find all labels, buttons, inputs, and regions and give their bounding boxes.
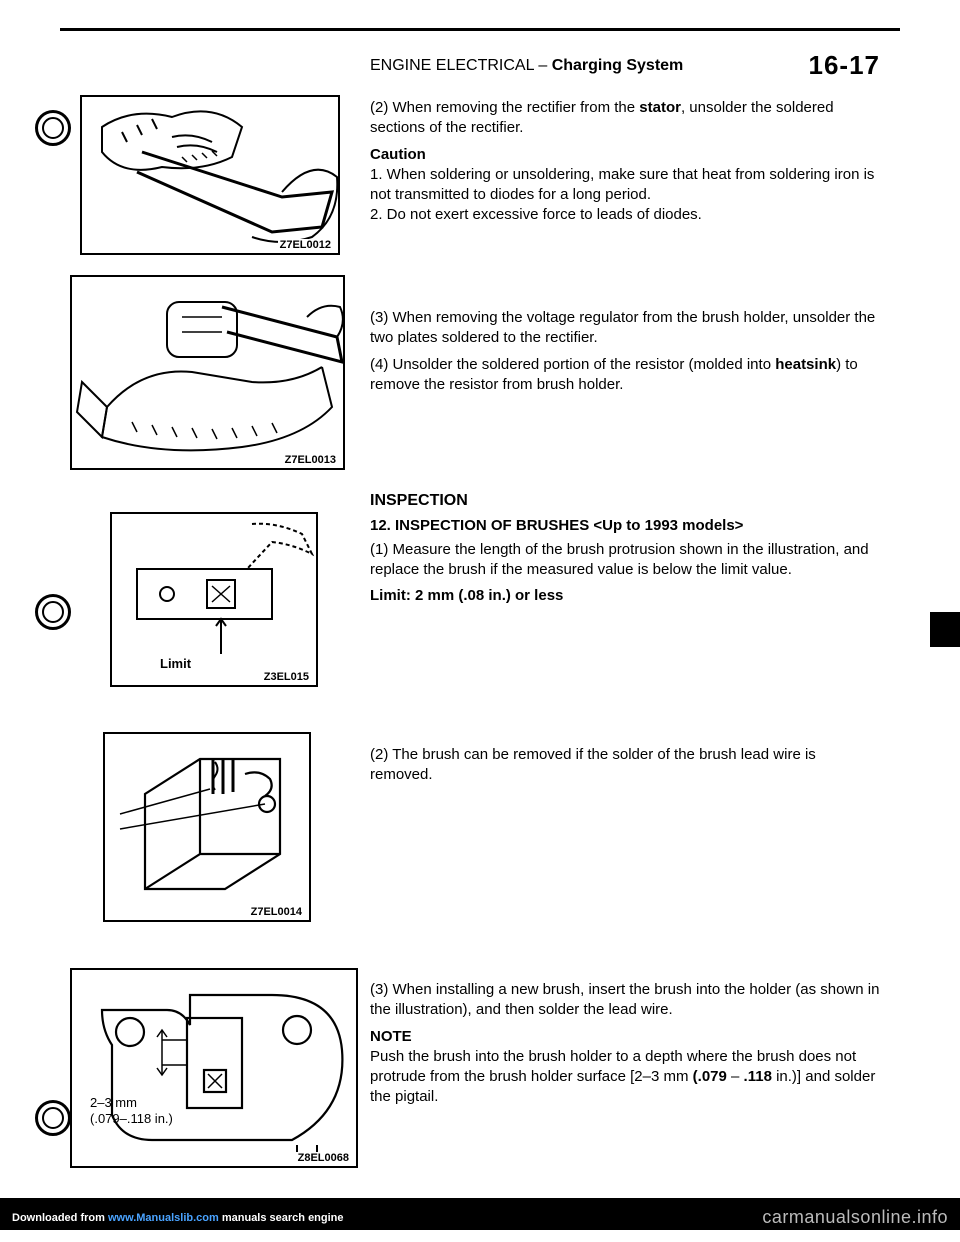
figure-5-dimension: 2–3 mm (.079–.118 in.): [90, 1095, 173, 1126]
figure-5: 2–3 mm (.079–.118 in.) Z8EL0068: [70, 968, 358, 1168]
figure-1-drawing: [82, 97, 340, 255]
paragraph-5: (3) When installing a new brush, insert …: [370, 980, 880, 1108]
subtitle-main: Charging System: [552, 57, 684, 74]
p5-nb-b: (.079: [693, 1068, 727, 1085]
p3-limit: Limit: 2 mm (.08 in.) or less: [370, 586, 880, 606]
p3-item-a: 12. INSPECTION OF BRUSHES: [370, 517, 593, 534]
p5-note-head: NOTE: [370, 1027, 880, 1047]
p5-nb-d: .118: [744, 1068, 772, 1085]
page-header: ENGINE ELECTRICAL – Charging System 16-1…: [370, 50, 880, 81]
top-rule: [60, 28, 900, 31]
p5-a: (3) When installing a new brush, insert …: [370, 980, 880, 1021]
p2-b: (4) Unsolder the soldered portion of the…: [370, 356, 775, 373]
figure-3-arrow-label: Limit: [160, 656, 191, 671]
p1-caution-head: Caution: [370, 146, 426, 163]
p3-body-1: (1) Measure the length of the brush prot…: [370, 540, 880, 581]
figure-5-dim-in: (.079–.118 in.): [90, 1111, 173, 1127]
paragraph-3: INSPECTION 12. INSPECTION OF BRUSHES <Up…: [370, 490, 880, 607]
p1-a: (2) When removing the rectifier from the: [370, 99, 639, 116]
p5-nb-c: –: [727, 1068, 744, 1085]
p1-caution-1: 1. When soldering or unsoldering, make s…: [370, 165, 880, 206]
figure-4: Z7EL0014: [103, 732, 311, 922]
figure-1-label: Z7EL0012: [278, 239, 333, 251]
figure-3-label: Z3EL015: [262, 671, 311, 683]
binder-ring-icon: [35, 110, 71, 146]
header-subtitle: ENGINE ELECTRICAL – Charging System: [370, 57, 683, 75]
p3-item-b: <Up: [593, 517, 622, 534]
figure-5-drawing: [72, 970, 358, 1168]
figure-2-label: Z7EL0013: [283, 454, 338, 466]
footer-watermark: carmanualsonline.info: [762, 1207, 948, 1228]
p1-b: stator: [639, 99, 681, 116]
figure-2: Z7EL0013: [70, 275, 345, 470]
footer-left: Downloaded from www.Manualslib.com manua…: [12, 1212, 344, 1224]
footer-left-b: manuals search engine: [219, 1212, 344, 1224]
figure-4-drawing: [105, 734, 311, 922]
binder-ring-icon: [35, 1100, 71, 1136]
paragraph-2: (3) When removing the voltage regulator …: [370, 308, 884, 395]
figure-1: Z7EL0012: [80, 95, 340, 255]
footer-left-a: Downloaded from: [12, 1212, 108, 1224]
figure-4-label: Z7EL0014: [249, 906, 304, 918]
figure-3: Limit Z3EL015: [110, 512, 318, 687]
side-tab-marker: [930, 612, 960, 647]
p2-c: heatsink: [775, 356, 836, 373]
figure-2-drawing: [72, 277, 345, 470]
p3-item-c: to 1993 models>: [622, 517, 743, 534]
figure-3-drawing: [112, 514, 318, 687]
page-number: 16-17: [809, 50, 881, 81]
p3-head: INSPECTION: [370, 490, 880, 512]
footer-link[interactable]: www.Manualslib.com: [108, 1212, 219, 1224]
p1-caution-2: 2. Do not exert excessive force to leads…: [370, 205, 880, 225]
figure-5-label: Z8EL0068: [296, 1152, 351, 1164]
p2-a: (3) When removing the voltage regulator …: [370, 308, 884, 349]
figure-5-dim-mm: 2–3 mm: [90, 1095, 173, 1111]
subtitle-pre: ENGINE ELECTRICAL –: [370, 57, 552, 74]
p4: (2) The brush can be removed if the sold…: [370, 745, 880, 786]
binder-ring-icon: [35, 594, 71, 630]
paragraph-1: (2) When removing the rectifier from the…: [370, 98, 880, 226]
paragraph-4: (2) The brush can be removed if the sold…: [370, 745, 880, 786]
